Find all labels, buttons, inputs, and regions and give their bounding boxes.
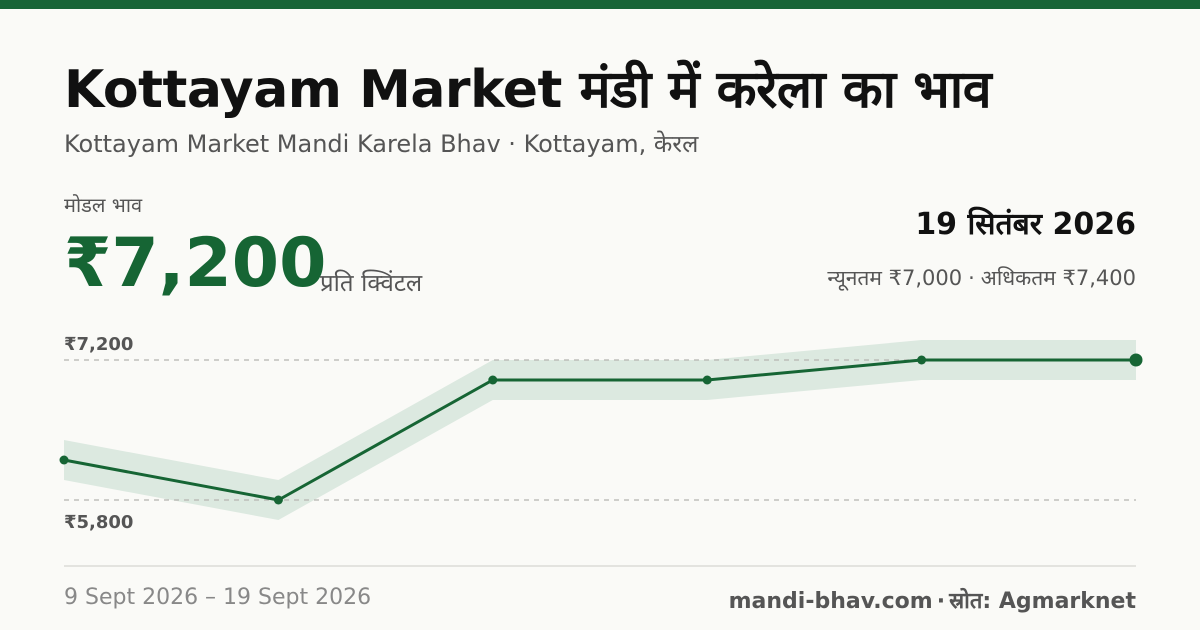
data-point bbox=[917, 355, 927, 365]
data-point bbox=[273, 495, 283, 505]
price-chart: ₹7,200 ₹5,800 bbox=[59, 334, 1143, 533]
source-name: स्रोत: Agmarknet bbox=[949, 589, 1136, 614]
reference-label-high: ₹7,200 bbox=[64, 334, 133, 355]
data-point bbox=[1129, 353, 1143, 367]
price-date: 19 सितंबर 2026 bbox=[915, 207, 1136, 242]
footer-divider bbox=[64, 565, 1136, 567]
top-accent-bar bbox=[0, 0, 1200, 9]
price-label: मोडल भाव bbox=[64, 193, 143, 217]
price-range: न्यूनतम ₹7,000 · अधिकतम ₹7,400 bbox=[827, 264, 1136, 292]
data-point bbox=[488, 375, 498, 385]
range-separator: · bbox=[968, 266, 975, 290]
data-point bbox=[59, 455, 69, 465]
price-range-band bbox=[64, 340, 1136, 520]
date-range: 9 Sept 2026 – 19 Sept 2026 bbox=[64, 585, 372, 610]
site-name: mandi-bhav.com bbox=[728, 589, 933, 614]
max-price: अधिकतम ₹7,400 bbox=[980, 266, 1136, 290]
reference-label-low: ₹5,800 bbox=[64, 512, 133, 533]
data-points bbox=[59, 353, 1143, 505]
page-title: Kottayam Market मंडी में करेला का भाव bbox=[64, 60, 992, 120]
min-price: न्यूनतम ₹7,000 bbox=[827, 266, 963, 290]
price-unit: प्रति क्विंटल bbox=[320, 269, 423, 297]
page-subtitle: Kottayam Market Mandi Karela Bhav · Kott… bbox=[64, 130, 699, 158]
source-credit: mandi-bhav.com · स्रोत: Agmarknet bbox=[729, 585, 1136, 615]
data-point bbox=[702, 375, 712, 385]
footer-separator: · bbox=[936, 589, 946, 614]
price-line bbox=[63, 358, 1136, 502]
price-value: ₹7,200 bbox=[64, 224, 327, 303]
